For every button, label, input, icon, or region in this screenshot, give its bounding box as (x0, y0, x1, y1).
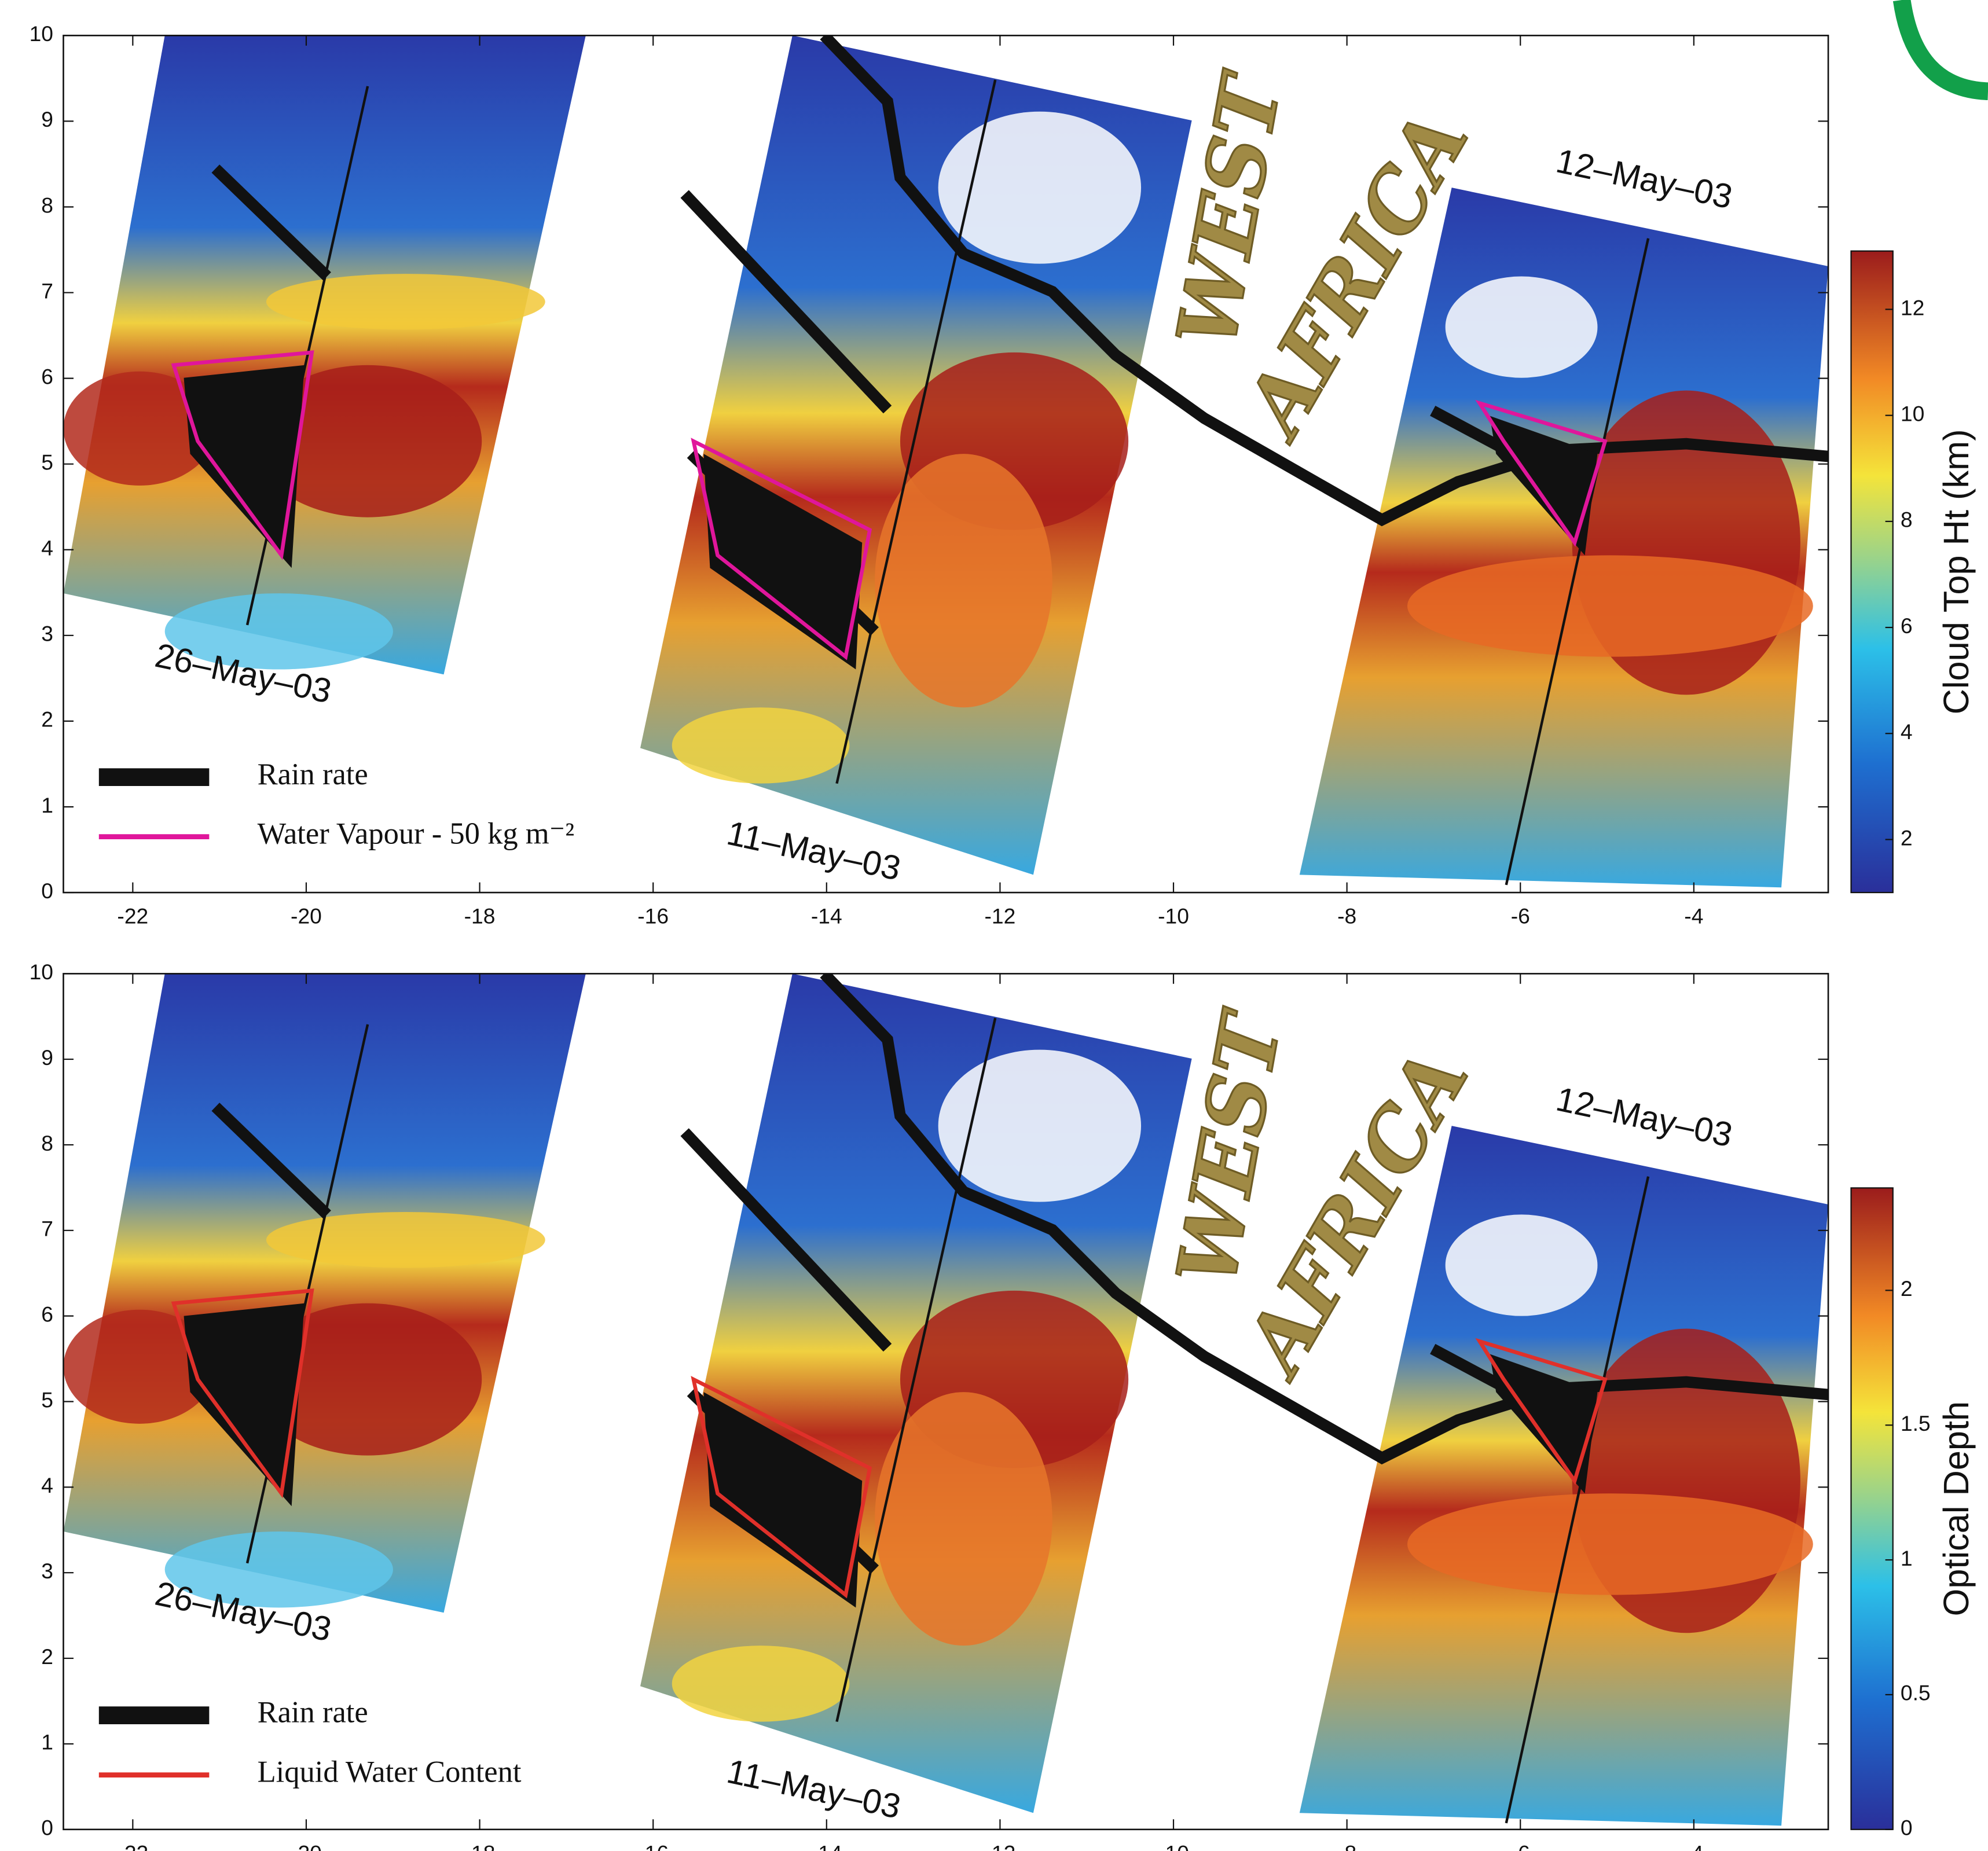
y-tick-label: 3 (41, 622, 53, 646)
cloud-feature (1446, 1214, 1598, 1316)
cloud-feature (1407, 555, 1813, 656)
y-tick-label: 10 (30, 21, 53, 46)
x-tick-label: -16 (637, 1841, 669, 1851)
y-tick-label: 5 (41, 450, 53, 475)
y-tick-label: 9 (41, 1045, 53, 1070)
colorbar (1851, 251, 1892, 893)
x-tick-label: -10 (1158, 904, 1189, 928)
x-tick-label: -18 (464, 1841, 496, 1851)
y-tick-label: 8 (41, 1131, 53, 1155)
y-tick-label: 2 (41, 1644, 53, 1669)
y-tick-label: 6 (41, 364, 53, 388)
colorbar-tick-label: 2 (1901, 825, 1913, 850)
x-tick-label: -4 (1684, 904, 1703, 928)
x-tick-label: -22 (117, 1841, 148, 1851)
colorbar-label: Optical Depth (1936, 1401, 1976, 1616)
legend-label: Rain rate (258, 1696, 368, 1729)
x-tick-label: -6 (1511, 904, 1530, 928)
cloud-feature (1446, 277, 1598, 378)
cloud-feature (672, 1646, 850, 1721)
colorbar-tick-label: 0.5 (1901, 1681, 1931, 1705)
y-tick-label: 0 (41, 1816, 53, 1840)
cloud-feature (266, 274, 545, 329)
colorbar-tick-label: 10 (1901, 401, 1924, 425)
date-label: 12–May–03 (1553, 1079, 1736, 1155)
x-tick-label: -14 (811, 1841, 842, 1851)
x-tick-label: -14 (811, 904, 842, 928)
y-tick-label: 7 (41, 1217, 53, 1241)
colorbar-tick-label: 0 (1901, 1816, 1913, 1840)
colorbar-tick-label: 1 (1901, 1546, 1913, 1570)
panel: -22-20-18-16-14-12-10-8-6-40123456789100… (30, 960, 1976, 1851)
y-tick-label: 3 (41, 1559, 53, 1583)
y-tick-label: 0 (41, 879, 53, 903)
y-tick-label: 9 (41, 107, 53, 131)
x-tick-label: -10 (1158, 1841, 1189, 1851)
y-tick-label: 6 (41, 1302, 53, 1326)
cloud-feature (266, 1212, 545, 1268)
x-tick-label: -20 (291, 1841, 322, 1851)
cloud-feature (938, 112, 1141, 264)
y-tick-label: 7 (41, 278, 53, 303)
cloud-feature (1407, 1493, 1813, 1595)
date-label: 12–May–03 (1553, 141, 1736, 216)
satellite-swath (64, 35, 586, 674)
x-tick-label: -16 (637, 904, 669, 928)
legend-label: Water Vapour - 50 kg m⁻² (258, 817, 575, 851)
legend-label: Rain rate (258, 758, 368, 791)
colorbar-tick-label: 12 (1901, 295, 1924, 319)
x-tick-label: -12 (985, 904, 1016, 928)
y-tick-label: 2 (41, 707, 53, 732)
x-tick-label: -18 (464, 904, 496, 928)
colorbar-label: Cloud Top Ht (km) (1936, 429, 1976, 714)
colorbar-tick-label: 4 (1901, 719, 1913, 744)
x-tick-label: -22 (117, 904, 148, 928)
figure: -22-20-18-16-14-12-10-8-6-40123456789102… (0, 0, 1988, 1851)
x-tick-label: -4 (1684, 1841, 1703, 1851)
colorbar-tick-label: 6 (1901, 614, 1913, 638)
x-tick-label: -12 (985, 1841, 1016, 1851)
colorbar (1851, 1188, 1892, 1829)
x-tick-label: -8 (1337, 904, 1356, 928)
colorbar-tick-label: 2 (1901, 1276, 1913, 1301)
y-tick-label: 1 (41, 793, 53, 817)
x-tick-label: -6 (1511, 1841, 1530, 1851)
y-tick-label: 1 (41, 1730, 53, 1754)
satellite-swath (64, 974, 586, 1613)
x-tick-label: -20 (291, 904, 322, 928)
y-tick-label: 8 (41, 193, 53, 217)
y-tick-label: 10 (30, 960, 53, 984)
panel: -22-20-18-16-14-12-10-8-6-40123456789102… (30, 21, 1976, 928)
cloud-feature (938, 1050, 1141, 1202)
y-tick-label: 4 (41, 536, 53, 560)
y-tick-label: 4 (41, 1473, 53, 1497)
cloud-feature (672, 707, 850, 783)
colorbar-tick-label: 8 (1901, 508, 1913, 532)
y-tick-label: 5 (41, 1387, 53, 1412)
colorbar-tick-label: 1.5 (1901, 1411, 1931, 1435)
legend-label: Liquid Water Content (258, 1755, 522, 1789)
decor-arc (1902, 0, 1988, 91)
x-tick-label: -8 (1337, 1841, 1356, 1851)
